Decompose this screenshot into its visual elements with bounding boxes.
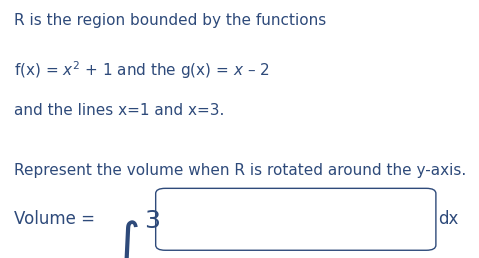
Text: R is the region bounded by the functions: R is the region bounded by the functions bbox=[14, 13, 327, 28]
Text: and the lines x=1 and x=3.: and the lines x=1 and x=3. bbox=[14, 103, 225, 118]
Text: dx: dx bbox=[438, 210, 459, 228]
Text: f(x) = $x^2$ + 1 and the g(x) = $x$ – 2: f(x) = $x^2$ + 1 and the g(x) = $x$ – 2 bbox=[14, 59, 270, 81]
FancyBboxPatch shape bbox=[156, 188, 436, 250]
Text: Represent the volume when R is rotated around the y-axis.: Represent the volume when R is rotated a… bbox=[14, 163, 467, 178]
Text: Volume =: Volume = bbox=[14, 210, 101, 228]
Text: $\int_1^3$: $\int_1^3$ bbox=[113, 209, 160, 258]
